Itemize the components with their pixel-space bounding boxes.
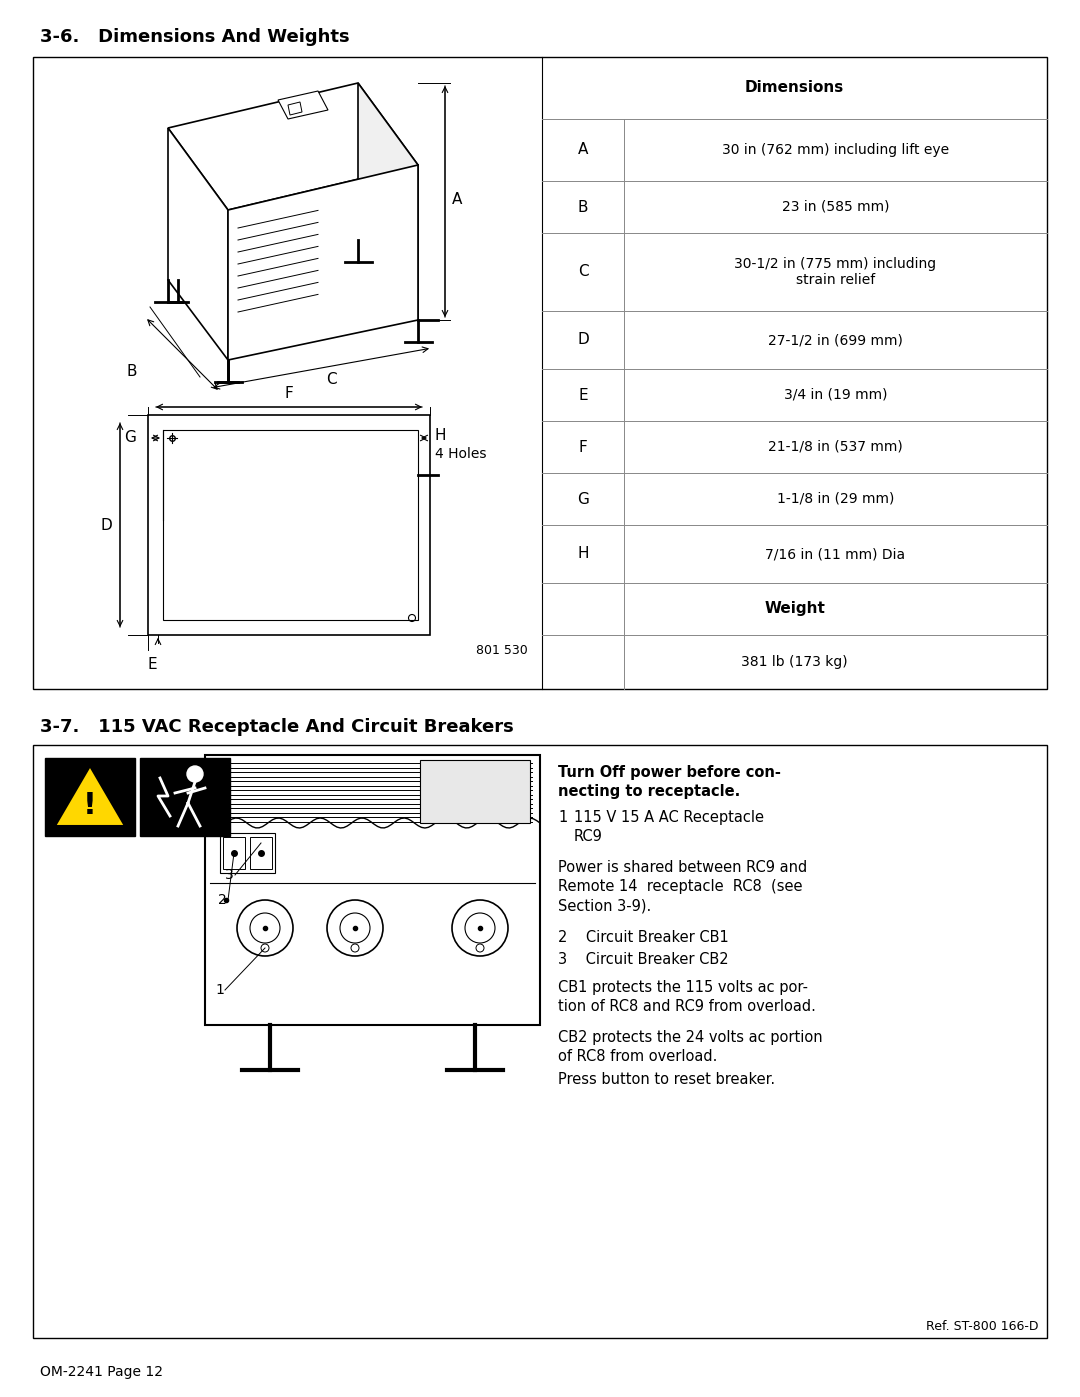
Text: 30 in (762 mm) including lift eye: 30 in (762 mm) including lift eye: [721, 142, 949, 156]
Bar: [163, 430, 418, 620]
Text: CB2 protects the 24 volts ac portion
of RC8 from overload.: CB2 protects the 24 volts ac portion of …: [558, 1030, 823, 1065]
Text: 23 in (585 mm): 23 in (585 mm): [782, 200, 889, 214]
Text: CB1 protects the 115 volts ac por-
tion of RC8 and RC9 from overload.: CB1 protects the 115 volts ac por- tion …: [558, 981, 815, 1014]
Bar: [140, 759, 230, 835]
Bar: [205, 754, 540, 1025]
Text: Turn Off power before con-
necting to receptacle.: Turn Off power before con- necting to re…: [558, 766, 781, 799]
Text: 115 V 15 A AC Receptacle
RC9: 115 V 15 A AC Receptacle RC9: [573, 810, 764, 844]
Polygon shape: [55, 766, 125, 826]
Text: 3-6.   Dimensions And Weights: 3-6. Dimensions And Weights: [40, 28, 350, 46]
Text: Power is shared between RC9 and
Remote 14  receptacle  RC8  (see
Section 3-9).: Power is shared between RC9 and Remote 1…: [558, 861, 807, 914]
Text: 27-1/2 in (699 mm): 27-1/2 in (699 mm): [768, 332, 903, 346]
Text: A: A: [578, 142, 589, 158]
Bar: [420, 760, 530, 823]
Polygon shape: [278, 91, 328, 119]
Bar: [220, 833, 275, 873]
Text: 1-1/8 in (29 mm): 1-1/8 in (29 mm): [777, 492, 894, 506]
Text: C: C: [326, 373, 336, 387]
Text: OM-2241 Page 12: OM-2241 Page 12: [40, 1365, 163, 1379]
Text: D: D: [100, 517, 112, 532]
Circle shape: [187, 766, 203, 782]
Text: F: F: [285, 386, 294, 401]
Text: H: H: [435, 429, 446, 443]
Bar: [45, 759, 135, 835]
Text: 4 Holes: 4 Holes: [435, 447, 486, 461]
Text: 30-1/2 in (775 mm) including
strain relief: 30-1/2 in (775 mm) including strain reli…: [734, 257, 936, 288]
Text: Dimensions: Dimensions: [745, 81, 845, 95]
Text: !: !: [83, 791, 97, 820]
Text: G: G: [577, 492, 589, 507]
Bar: [148, 415, 430, 636]
Polygon shape: [357, 82, 418, 320]
Bar: [33, 745, 1047, 1338]
Text: 3/4 in (19 mm): 3/4 in (19 mm): [784, 388, 888, 402]
Text: 3    Circuit Breaker CB2: 3 Circuit Breaker CB2: [558, 951, 729, 967]
Bar: [249, 837, 272, 869]
Text: 801 530: 801 530: [476, 644, 528, 657]
Text: 21-1/8 in (537 mm): 21-1/8 in (537 mm): [768, 440, 903, 454]
Text: 1: 1: [215, 983, 224, 997]
Text: 2    Circuit Breaker CB1: 2 Circuit Breaker CB1: [558, 930, 729, 944]
Text: 381 lb (173 kg): 381 lb (173 kg): [741, 655, 848, 669]
Text: Press button to reset breaker.: Press button to reset breaker.: [558, 1071, 775, 1087]
Polygon shape: [168, 129, 228, 360]
Text: Weight: Weight: [764, 602, 825, 616]
Bar: [222, 837, 245, 869]
Text: E: E: [578, 387, 588, 402]
Text: A: A: [453, 193, 462, 208]
Text: F: F: [579, 440, 588, 454]
Bar: [33, 57, 1047, 689]
Text: G: G: [124, 430, 136, 446]
Text: B: B: [578, 200, 589, 215]
Text: 1: 1: [558, 810, 567, 826]
Text: 3-7.   115 VAC Receptacle And Circuit Breakers: 3-7. 115 VAC Receptacle And Circuit Brea…: [40, 718, 514, 736]
Text: 3: 3: [225, 868, 233, 882]
Text: 7/16 in (11 mm) Dia: 7/16 in (11 mm) Dia: [766, 548, 905, 562]
Polygon shape: [228, 165, 418, 360]
Text: C: C: [578, 264, 589, 279]
Polygon shape: [168, 82, 418, 210]
Text: 2: 2: [218, 893, 227, 907]
Text: H: H: [577, 546, 589, 562]
Text: D: D: [577, 332, 589, 348]
Text: Ref. ST-800 166-D: Ref. ST-800 166-D: [927, 1320, 1039, 1333]
Text: B: B: [126, 365, 137, 380]
Text: E: E: [147, 657, 157, 672]
